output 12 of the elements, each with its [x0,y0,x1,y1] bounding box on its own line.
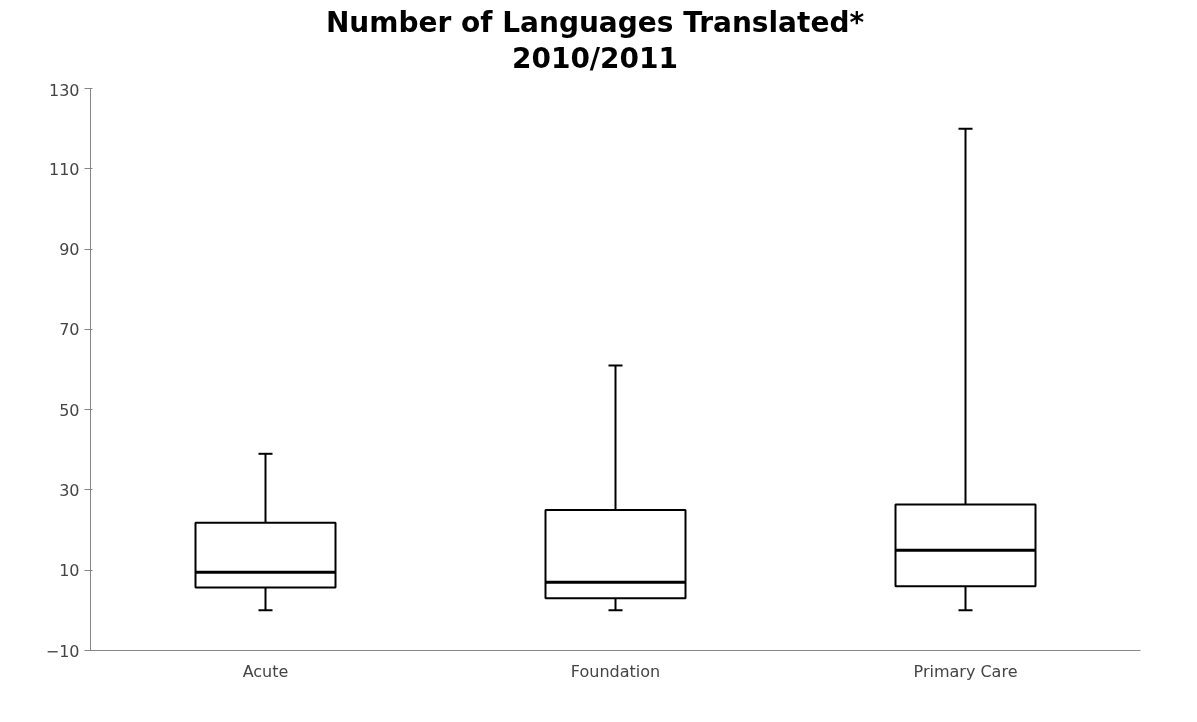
y-tick-label: 10 [59,561,80,580]
y-tick-label: −10 [45,641,80,661]
x-tick-label: Primary Care [913,661,1018,681]
y-tick-label: 90 [59,239,80,259]
y-tick-label: 130 [48,80,80,100]
y-tick-label: 50 [59,400,80,420]
y-tick-label: 70 [59,320,80,340]
x-tick-label: Foundation [570,661,661,681]
chart-title: Number of Languages Translated* 2010/2011 [325,5,865,78]
y-tick-label: 110 [48,159,80,179]
y-tick-label: 30 [59,480,80,500]
x-tick-label: Acute [242,661,289,681]
